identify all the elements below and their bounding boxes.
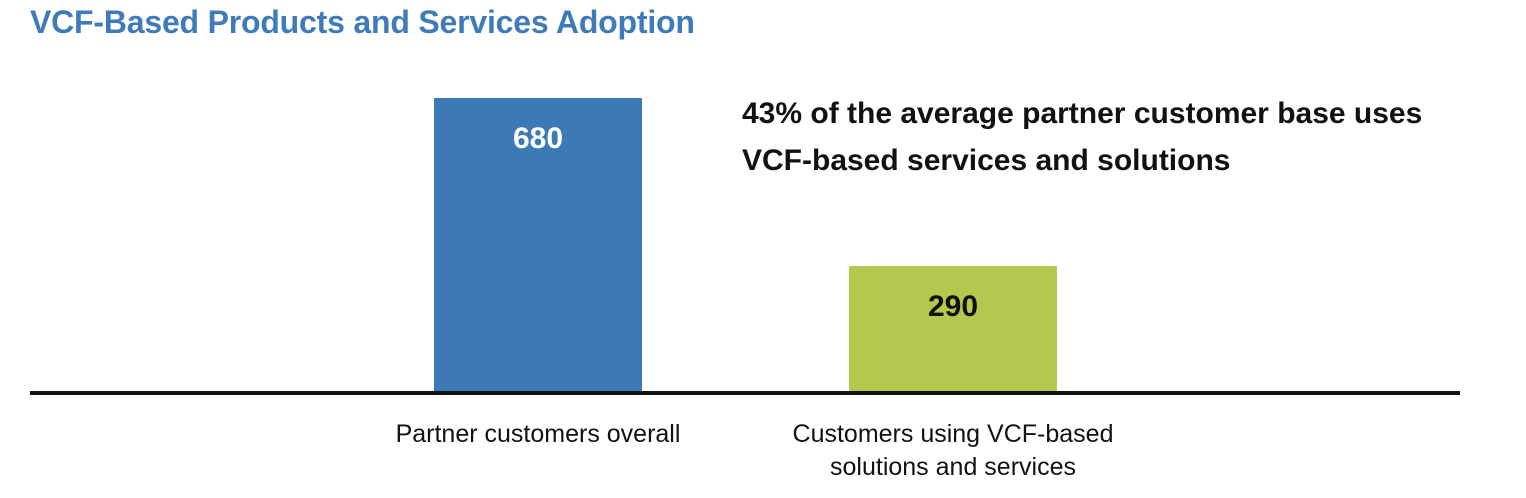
chart-title: VCF-Based Products and Services Adoption	[30, 4, 695, 40]
bar-vcf-customers	[849, 266, 1057, 391]
bars-group: 680 290	[434, 98, 1057, 391]
data-label-vcf-customers: 290	[928, 290, 978, 323]
data-label-partner-customers: 680	[513, 122, 563, 155]
bar-partner-customers	[434, 98, 642, 391]
annotation-callout: 43% of the average partner customer base…	[742, 97, 1423, 177]
x-tick-label-partner-customers: Partner customers overall	[395, 420, 681, 448]
x-tick-label-vcf-customers: Customers using VCF-based solutions and …	[792, 420, 1114, 481]
